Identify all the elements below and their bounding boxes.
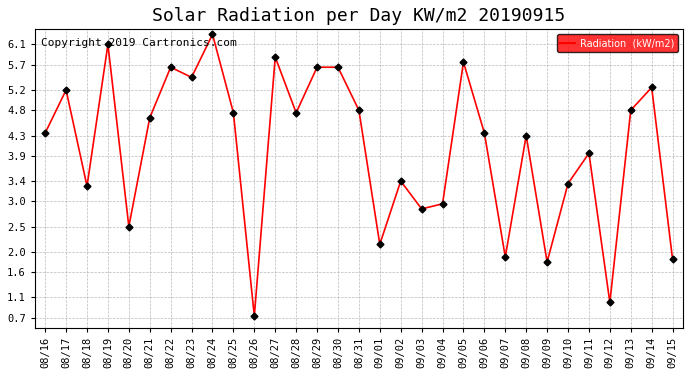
- Text: Copyright 2019 Cartronics.com: Copyright 2019 Cartronics.com: [41, 38, 237, 48]
- Legend: Radiation  (kW/m2): Radiation (kW/m2): [557, 34, 678, 52]
- Title: Solar Radiation per Day KW/m2 20190915: Solar Radiation per Day KW/m2 20190915: [152, 7, 566, 25]
